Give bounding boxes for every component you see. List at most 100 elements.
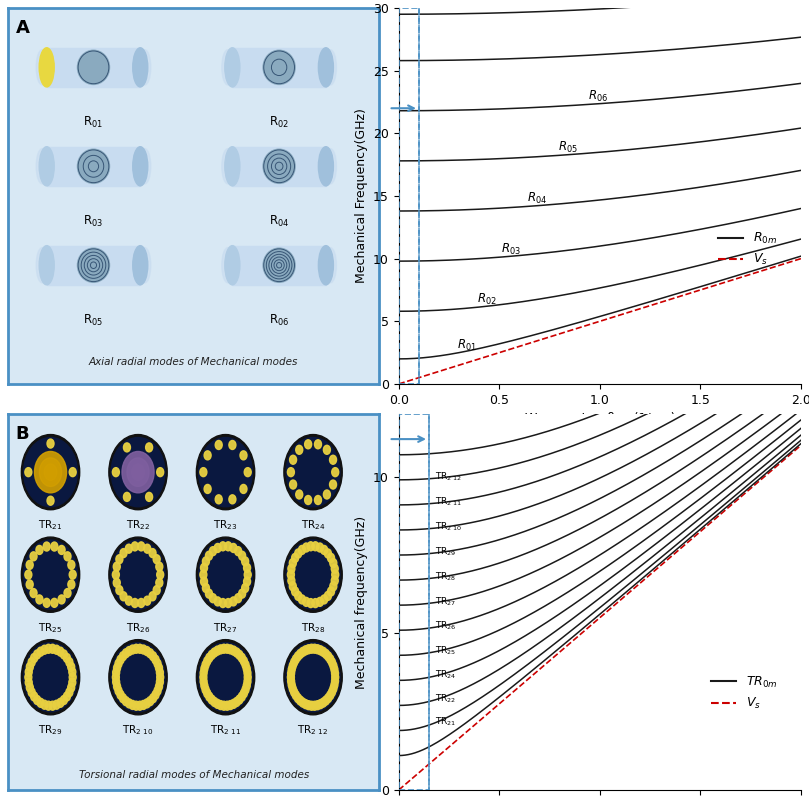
Circle shape (49, 644, 56, 654)
Circle shape (324, 490, 330, 499)
Circle shape (137, 644, 143, 654)
Bar (232, 246, 326, 285)
Text: $R_{04}$: $R_{04}$ (527, 191, 548, 206)
Text: R$_{03}$: R$_{03}$ (83, 214, 104, 229)
Circle shape (36, 595, 43, 604)
Circle shape (302, 700, 309, 709)
Circle shape (152, 655, 159, 664)
Circle shape (197, 537, 255, 612)
Circle shape (328, 688, 336, 697)
Circle shape (112, 571, 120, 579)
Circle shape (322, 696, 329, 705)
Circle shape (205, 654, 213, 662)
Circle shape (200, 571, 207, 579)
Bar (399, 414, 429, 790)
Circle shape (125, 544, 133, 553)
Circle shape (149, 548, 156, 558)
Circle shape (157, 673, 163, 681)
Circle shape (296, 445, 303, 454)
Circle shape (31, 654, 38, 662)
Circle shape (117, 655, 124, 664)
Circle shape (58, 545, 65, 555)
Circle shape (202, 660, 209, 670)
Circle shape (150, 652, 157, 661)
Circle shape (146, 697, 154, 705)
Circle shape (129, 701, 136, 709)
Circle shape (43, 542, 50, 551)
Circle shape (214, 597, 221, 606)
Circle shape (286, 540, 340, 610)
Circle shape (244, 669, 251, 678)
Circle shape (317, 700, 324, 709)
Circle shape (230, 597, 237, 606)
Circle shape (68, 662, 74, 671)
Circle shape (230, 543, 237, 552)
Circle shape (286, 642, 340, 712)
Ellipse shape (39, 246, 54, 285)
Ellipse shape (133, 147, 148, 186)
$V_s$ (394, 379, 404, 389)
Circle shape (332, 673, 339, 681)
Text: TR$_{27}$: TR$_{27}$ (435, 595, 456, 607)
Circle shape (70, 571, 76, 579)
Circle shape (122, 697, 129, 705)
Circle shape (244, 577, 251, 586)
Circle shape (204, 484, 211, 493)
Ellipse shape (139, 148, 150, 184)
Ellipse shape (319, 48, 333, 87)
Line: $V_s$: $V_s$ (399, 259, 801, 384)
Circle shape (140, 701, 147, 709)
Circle shape (330, 684, 337, 693)
Circle shape (57, 647, 64, 656)
Circle shape (332, 571, 339, 579)
Circle shape (125, 699, 133, 708)
Circle shape (307, 598, 314, 607)
Circle shape (116, 555, 123, 563)
Circle shape (242, 583, 248, 592)
Bar (47, 48, 140, 87)
Circle shape (150, 693, 157, 703)
Circle shape (328, 587, 334, 596)
Circle shape (240, 484, 247, 493)
Text: $R_{03}$: $R_{03}$ (502, 242, 521, 257)
Circle shape (200, 669, 207, 678)
Circle shape (242, 685, 249, 694)
Circle shape (197, 640, 255, 715)
Circle shape (287, 669, 294, 678)
Circle shape (291, 587, 299, 596)
Circle shape (328, 658, 336, 667)
Circle shape (240, 689, 248, 697)
Ellipse shape (324, 247, 337, 282)
Ellipse shape (36, 247, 49, 282)
Ellipse shape (39, 147, 54, 186)
Circle shape (297, 696, 303, 705)
Circle shape (299, 698, 307, 707)
Circle shape (64, 589, 71, 598)
Circle shape (244, 571, 252, 579)
Ellipse shape (319, 246, 333, 285)
Circle shape (286, 437, 340, 507)
Circle shape (131, 542, 138, 551)
Bar (232, 147, 326, 186)
Ellipse shape (39, 48, 54, 87)
Circle shape (287, 468, 294, 476)
Circle shape (27, 662, 33, 671)
Circle shape (322, 650, 329, 658)
Circle shape (331, 576, 338, 585)
$V_s$ (443, 364, 452, 373)
$V_s$ (525, 338, 535, 348)
Circle shape (215, 440, 222, 449)
Legend: $TR_{0m}$, $V_s$: $TR_{0m}$, $V_s$ (705, 670, 782, 716)
Circle shape (78, 248, 109, 282)
Ellipse shape (133, 246, 148, 285)
Circle shape (23, 437, 78, 507)
Circle shape (113, 682, 121, 691)
Circle shape (331, 665, 338, 674)
Y-axis label: Mechanical Frequency(GHz): Mechanical Frequency(GHz) (354, 109, 367, 283)
Bar (399, 8, 419, 384)
Circle shape (140, 645, 147, 654)
Circle shape (201, 563, 208, 572)
Circle shape (205, 551, 213, 560)
Circle shape (219, 598, 227, 607)
Circle shape (290, 582, 296, 591)
